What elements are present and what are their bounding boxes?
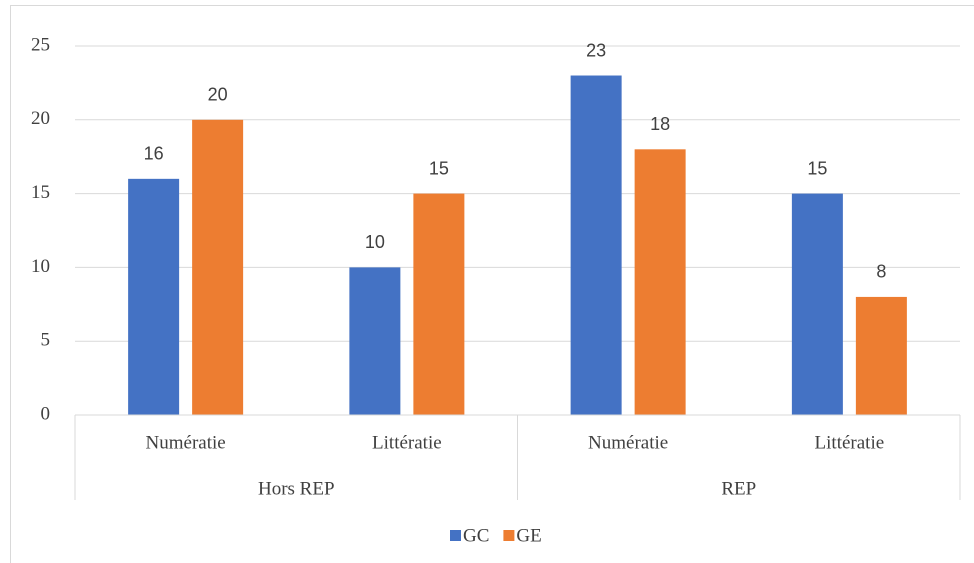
x-tick-label: Littératie <box>815 432 885 453</box>
x-tick-label: Numératie <box>588 432 668 453</box>
y-tick-label: 25 <box>31 34 50 55</box>
data-label: 23 <box>586 40 606 60</box>
y-tick-label: 10 <box>31 256 50 277</box>
data-label: 16 <box>144 144 164 164</box>
legend-label: GE <box>516 525 541 546</box>
y-tick-label: 15 <box>31 182 50 203</box>
data-label: 8 <box>876 262 886 282</box>
data-label: 20 <box>208 85 228 105</box>
legend-label: GC <box>463 525 489 546</box>
bar <box>791 193 843 415</box>
y-tick-label: 0 <box>41 403 51 424</box>
data-label: 10 <box>365 232 385 252</box>
bar <box>413 193 465 415</box>
bar <box>634 149 686 415</box>
bar <box>855 296 907 415</box>
legend-swatch <box>503 530 515 541</box>
legend-swatch <box>450 530 461 541</box>
data-label: 18 <box>650 114 670 134</box>
data-label: 15 <box>429 158 449 178</box>
group-label: REP <box>721 478 756 499</box>
bar <box>570 75 622 416</box>
group-label: Hors REP <box>258 478 335 499</box>
y-tick-label: 5 <box>41 330 51 351</box>
bar <box>349 267 401 415</box>
bar <box>192 119 244 416</box>
data-label: 15 <box>807 158 827 178</box>
x-tick-label: Littératie <box>372 432 442 453</box>
bar <box>128 178 180 415</box>
y-tick-label: 20 <box>31 108 50 129</box>
x-tick-label: Numératie <box>146 432 226 453</box>
